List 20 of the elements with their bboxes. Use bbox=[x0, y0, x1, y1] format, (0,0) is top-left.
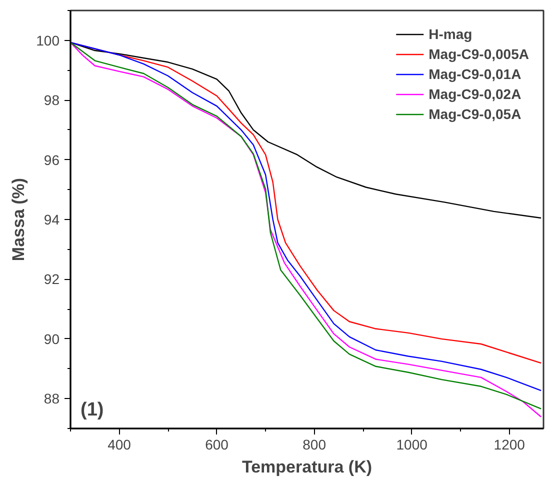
x-tick-label: 400 bbox=[108, 436, 132, 452]
y-tick-label: 92 bbox=[44, 271, 60, 288]
y-tick-label: 88 bbox=[44, 390, 60, 407]
y-tick-label: 94 bbox=[44, 212, 60, 228]
x-tick-label: 1000 bbox=[396, 436, 428, 452]
annotation: (1) bbox=[80, 400, 104, 420]
y-tick-label: 100 bbox=[36, 32, 60, 48]
legend-label: H-mag bbox=[428, 26, 472, 42]
legend-label: Mag-C9-0,005A bbox=[428, 46, 529, 62]
y-axis-title: Massa (%) bbox=[9, 178, 28, 262]
x-tick-label: 600 bbox=[205, 436, 229, 452]
legend-label: Mag-C9-0,01A bbox=[428, 66, 522, 82]
legend-label: Mag-C9-0,05A bbox=[428, 106, 522, 122]
x-tick-label: 1200 bbox=[494, 436, 526, 452]
y-tick-label: 98 bbox=[44, 92, 60, 108]
y-tick-label: 90 bbox=[44, 330, 60, 347]
x-axis-title: Temperatura (K) bbox=[242, 458, 372, 476]
legend-label: Mag-C9-0,02A bbox=[428, 86, 522, 102]
y-tick-label: 96 bbox=[44, 152, 60, 168]
x-tick-label: 800 bbox=[302, 436, 326, 452]
